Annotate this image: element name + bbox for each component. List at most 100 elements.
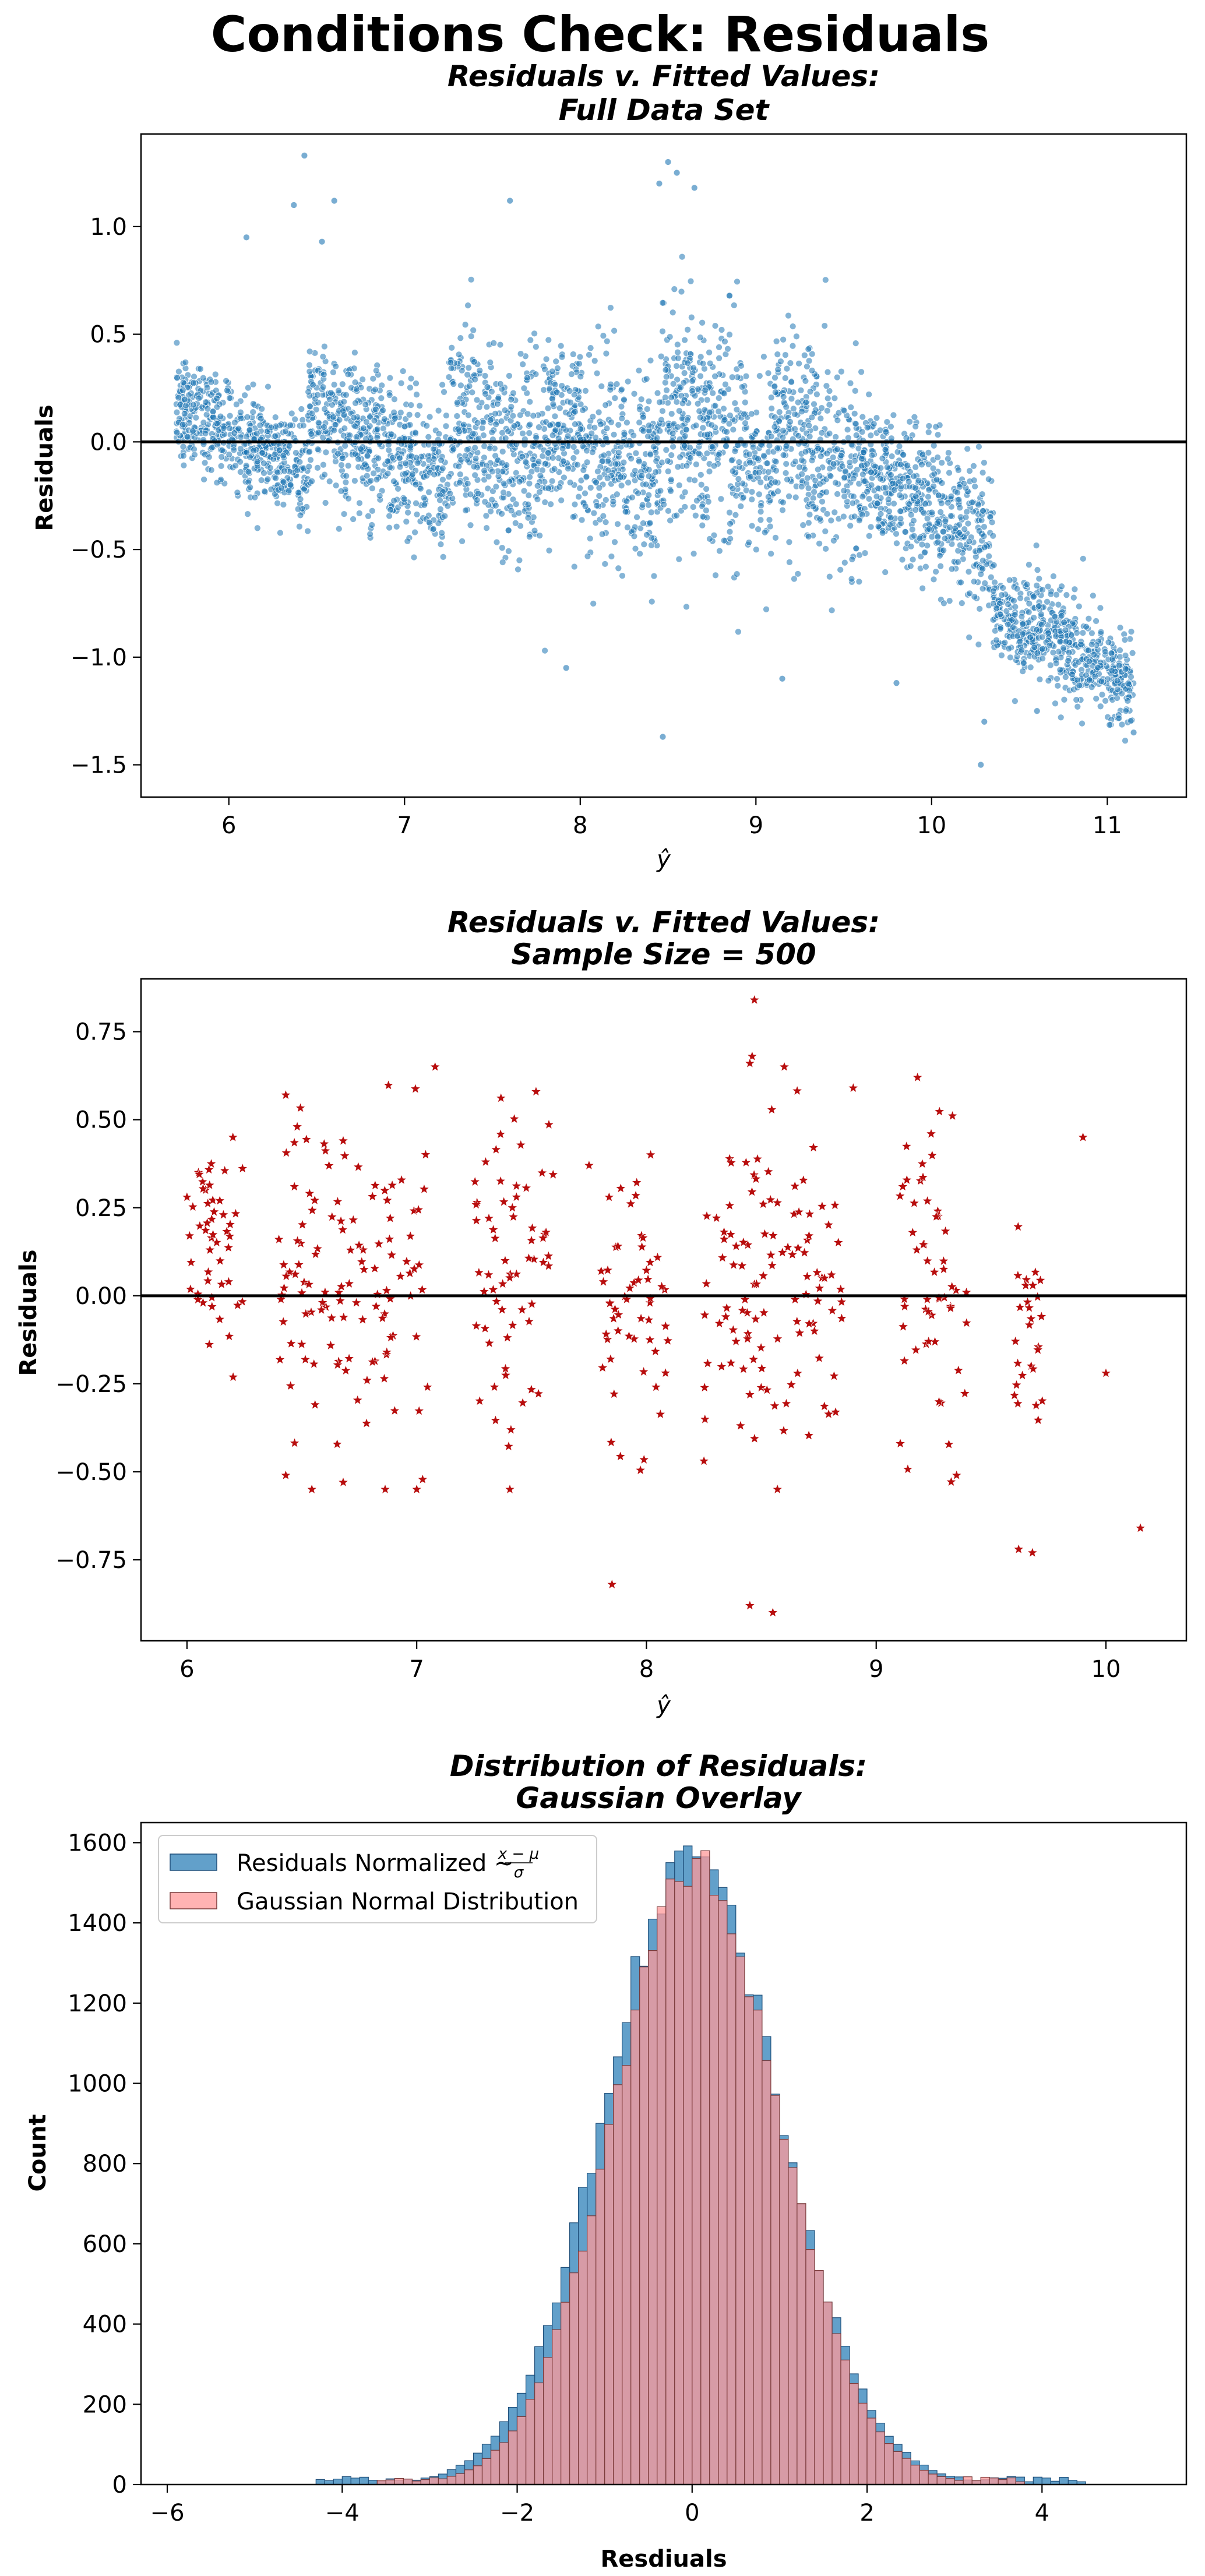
scatter-point	[663, 373, 670, 380]
scatter-point	[657, 487, 664, 495]
scatter-point	[692, 512, 699, 519]
sample-point	[214, 1313, 226, 1324]
scatter-point	[534, 482, 541, 489]
scatter-point	[534, 496, 541, 503]
scatter-point	[979, 565, 986, 573]
scatter-point	[925, 461, 932, 468]
scatter-point	[344, 371, 352, 378]
scatter-point	[798, 408, 805, 415]
scatter-point	[693, 497, 700, 505]
scatter-point	[640, 520, 647, 527]
scatter-point	[516, 478, 523, 485]
gaussian-bar	[473, 2465, 483, 2485]
scatter-point	[593, 478, 600, 486]
scatter-point	[595, 408, 602, 416]
scatter-point	[1045, 677, 1052, 685]
scatter-point	[417, 485, 424, 492]
scatter-point	[612, 460, 619, 468]
sample-point	[538, 1256, 549, 1267]
scatter-point	[764, 493, 772, 501]
sample-point	[829, 1199, 841, 1210]
sample-point	[778, 1061, 790, 1072]
scatter-point	[596, 474, 604, 481]
scatter-point	[669, 309, 677, 316]
sample-point	[280, 1470, 291, 1480]
sample-point	[223, 1242, 234, 1253]
scatter-point	[492, 421, 500, 428]
sample-point	[656, 1281, 668, 1292]
scatter-point	[827, 473, 834, 480]
scatter-point	[965, 568, 973, 576]
sample-point	[542, 1250, 554, 1261]
scatter-point	[771, 389, 779, 396]
scatter-point	[622, 508, 629, 516]
scatter-point	[212, 371, 219, 378]
scatter-point	[832, 434, 840, 441]
gaussian-bar	[945, 2478, 955, 2485]
scatter-point	[808, 457, 816, 464]
scatter-point	[852, 420, 859, 428]
scatter-point	[697, 471, 704, 478]
scatter-point	[402, 415, 409, 422]
scatter-point	[583, 447, 590, 454]
scatter-point	[708, 421, 716, 429]
scatter-point	[526, 473, 533, 481]
scatter-point	[1108, 656, 1116, 662]
scatter-point	[237, 434, 245, 441]
scatter-point	[937, 562, 945, 570]
scatter-point	[882, 569, 889, 576]
sample-point	[823, 1408, 834, 1419]
scatter-point	[726, 528, 734, 535]
scatter-point	[1085, 647, 1092, 654]
scatter-point	[480, 432, 487, 439]
scatter-point	[946, 597, 953, 605]
scatter-point	[981, 718, 988, 725]
scatter-point	[376, 492, 383, 499]
scatter-point	[308, 431, 315, 438]
scatter-point	[571, 501, 579, 508]
sample-point	[318, 1138, 330, 1149]
scatter-point	[767, 433, 775, 440]
sample-point	[295, 1102, 306, 1113]
scatter-point	[1083, 623, 1090, 630]
scatter-point	[175, 394, 182, 401]
sample-point	[600, 1328, 612, 1339]
scatter-point	[675, 482, 683, 489]
scatter-point	[335, 387, 342, 394]
scatter-point	[760, 353, 767, 361]
gaussian-bar	[560, 2302, 570, 2485]
scatter-point	[305, 463, 313, 470]
scatter-point	[942, 517, 949, 525]
scatter-point	[399, 368, 407, 375]
scatter-point	[304, 527, 311, 535]
scatter-point	[217, 462, 225, 470]
scatter-point	[970, 578, 978, 585]
scatter-point	[450, 380, 457, 387]
scatter-point	[330, 381, 338, 389]
scatter-point	[780, 427, 787, 434]
scatter-point	[1070, 594, 1077, 601]
scatter-point	[691, 477, 699, 484]
scatter-point	[1034, 649, 1041, 657]
scatter-point	[910, 517, 917, 524]
scatter-point	[679, 400, 686, 407]
scatter-point	[940, 547, 947, 554]
scatter-point	[315, 429, 322, 436]
scatter-point	[640, 427, 647, 435]
scatter-point	[979, 469, 986, 476]
scatter-point	[711, 322, 719, 329]
scatter-point	[674, 341, 681, 348]
sample-point	[803, 1429, 815, 1440]
gaussian-bar	[875, 2431, 885, 2485]
scatter-point	[767, 394, 775, 401]
scatter-point	[1097, 604, 1104, 612]
scatter-point	[359, 376, 367, 383]
scatter-point	[485, 473, 492, 480]
panel2-points	[181, 994, 1146, 1618]
scatter-point	[246, 484, 254, 491]
scatter-point	[537, 472, 544, 480]
sample-point	[381, 1285, 392, 1295]
scatter-point	[411, 528, 418, 536]
scatter-point	[401, 423, 408, 430]
scatter-point	[731, 400, 739, 407]
